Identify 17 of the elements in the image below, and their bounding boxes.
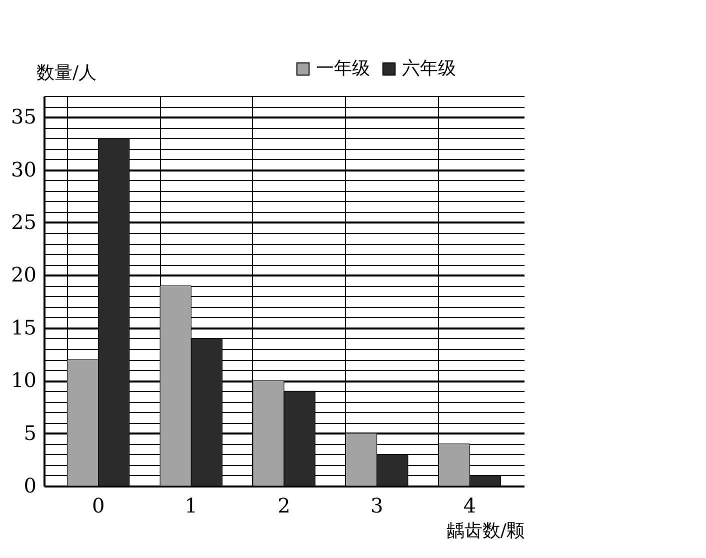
y-tick-label: 25 [11, 210, 36, 234]
x-tick-label: 3 [370, 494, 384, 518]
y-tick-label: 30 [11, 157, 36, 182]
legend-label: 一年级 [316, 58, 370, 79]
y-tick-label: 20 [11, 262, 36, 287]
x-tick-label: 1 [184, 494, 198, 518]
y-tick-label: 10 [11, 368, 36, 392]
x-tick-label: 4 [463, 494, 476, 518]
y-axis-title: 数量/人 [36, 62, 97, 84]
x-axis-title: 龋齿数/颗 [446, 520, 524, 542]
y-tick-label: 5 [24, 420, 36, 445]
x-tick-label: 2 [278, 494, 290, 518]
legend-label: 六年级 [402, 58, 456, 79]
y-tick-label: 15 [11, 315, 36, 340]
x-tick-label: 0 [92, 494, 105, 518]
y-tick-label: 0 [24, 474, 36, 498]
y-tick-label: 35 [11, 104, 36, 129]
